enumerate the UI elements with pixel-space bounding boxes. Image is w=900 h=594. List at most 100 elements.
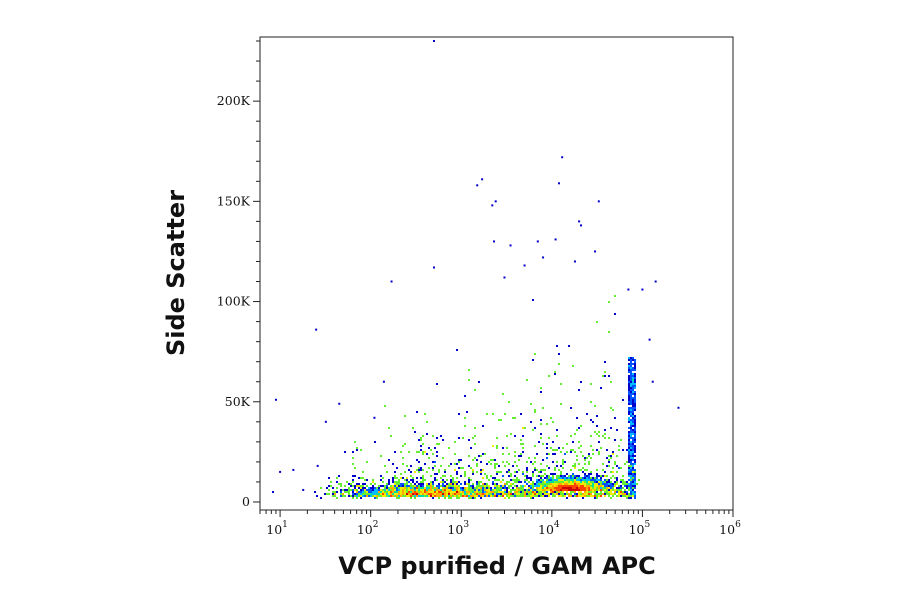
density-cell bbox=[520, 491, 522, 493]
density-cell bbox=[534, 409, 536, 411]
density-cell bbox=[396, 483, 398, 485]
density-cell bbox=[594, 487, 596, 489]
density-cell bbox=[438, 495, 440, 497]
density-cell bbox=[544, 469, 546, 471]
density-cell bbox=[634, 429, 636, 431]
density-cell bbox=[526, 479, 528, 481]
density-cell bbox=[356, 449, 358, 451]
density-cell bbox=[462, 491, 464, 493]
density-cell bbox=[526, 477, 528, 479]
density-cell bbox=[608, 465, 610, 467]
density-cell bbox=[612, 493, 614, 495]
density-cell bbox=[576, 479, 578, 481]
density-cell bbox=[576, 485, 578, 487]
density-cell bbox=[604, 433, 606, 435]
density-cell bbox=[442, 481, 444, 483]
density-cell bbox=[544, 487, 546, 489]
density-cell bbox=[550, 489, 552, 491]
density-cell bbox=[392, 491, 394, 493]
density-cell bbox=[498, 471, 500, 473]
density-cell bbox=[384, 487, 386, 489]
density-cell bbox=[624, 481, 626, 483]
density-cell bbox=[544, 491, 546, 493]
density-cell bbox=[522, 471, 524, 473]
density-cell bbox=[488, 489, 490, 491]
density-cell bbox=[432, 485, 434, 487]
density-cell bbox=[604, 487, 606, 489]
density-cell bbox=[608, 487, 610, 489]
density-cell bbox=[472, 471, 474, 473]
density-cell bbox=[514, 495, 516, 497]
density-cell bbox=[434, 493, 436, 495]
density-cell bbox=[482, 477, 484, 479]
density-cell bbox=[626, 497, 628, 499]
density-cell bbox=[630, 363, 632, 365]
density-cell bbox=[372, 493, 374, 495]
density-cell bbox=[562, 495, 564, 497]
density-cell bbox=[626, 449, 628, 451]
density-cell bbox=[404, 487, 406, 489]
density-cell bbox=[492, 489, 494, 491]
density-cell bbox=[556, 345, 558, 347]
density-cell bbox=[578, 483, 580, 485]
density-cell bbox=[468, 489, 470, 491]
density-cell bbox=[570, 477, 572, 479]
density-cell bbox=[568, 475, 570, 477]
density-cell bbox=[348, 493, 350, 495]
density-cell bbox=[556, 429, 558, 431]
density-cell bbox=[632, 377, 634, 379]
density-cell bbox=[556, 485, 558, 487]
density-cell bbox=[616, 465, 618, 467]
density-cell bbox=[426, 421, 428, 423]
density-cell bbox=[420, 491, 422, 493]
density-cell bbox=[606, 489, 608, 491]
density-cell bbox=[338, 475, 340, 477]
density-cell bbox=[414, 497, 416, 499]
density-cell bbox=[584, 491, 586, 493]
density-cell bbox=[632, 437, 634, 439]
density-cell bbox=[452, 479, 454, 481]
density-cell bbox=[498, 465, 500, 467]
density-cell bbox=[528, 485, 530, 487]
density-cell bbox=[474, 487, 476, 489]
density-cell bbox=[400, 451, 402, 453]
density-cell bbox=[544, 495, 546, 497]
density-cell bbox=[522, 489, 524, 491]
density-cell bbox=[566, 451, 568, 453]
density-cell bbox=[502, 453, 504, 455]
density-cell bbox=[566, 489, 568, 491]
density-cell bbox=[440, 491, 442, 493]
density-cell bbox=[632, 433, 634, 435]
density-cell bbox=[514, 455, 516, 457]
density-cell bbox=[604, 483, 606, 485]
density-cell bbox=[576, 455, 578, 457]
density-cell bbox=[546, 495, 548, 497]
density-cell bbox=[634, 437, 636, 439]
density-cell bbox=[604, 479, 606, 481]
density-cell bbox=[540, 433, 542, 435]
density-cell bbox=[562, 477, 564, 479]
density-cell bbox=[496, 473, 498, 475]
density-cell bbox=[416, 489, 418, 491]
density-cell bbox=[332, 487, 334, 489]
density-cell bbox=[546, 443, 548, 445]
density-cell bbox=[554, 453, 556, 455]
density-cell bbox=[384, 485, 386, 487]
density-cell bbox=[374, 487, 376, 489]
density-cell bbox=[498, 487, 500, 489]
density-cell bbox=[404, 495, 406, 497]
density-cell bbox=[380, 495, 382, 497]
density-cell bbox=[546, 457, 548, 459]
density-cell bbox=[496, 445, 498, 447]
density-cell bbox=[578, 447, 580, 449]
density-cell bbox=[504, 485, 506, 487]
density-cell bbox=[338, 483, 340, 485]
density-cell bbox=[634, 367, 636, 369]
density-cell bbox=[580, 487, 582, 489]
density-cell bbox=[428, 495, 430, 497]
density-cell bbox=[590, 477, 592, 479]
density-cell bbox=[362, 493, 364, 495]
density-cell bbox=[628, 433, 630, 435]
density-cell bbox=[608, 495, 610, 497]
